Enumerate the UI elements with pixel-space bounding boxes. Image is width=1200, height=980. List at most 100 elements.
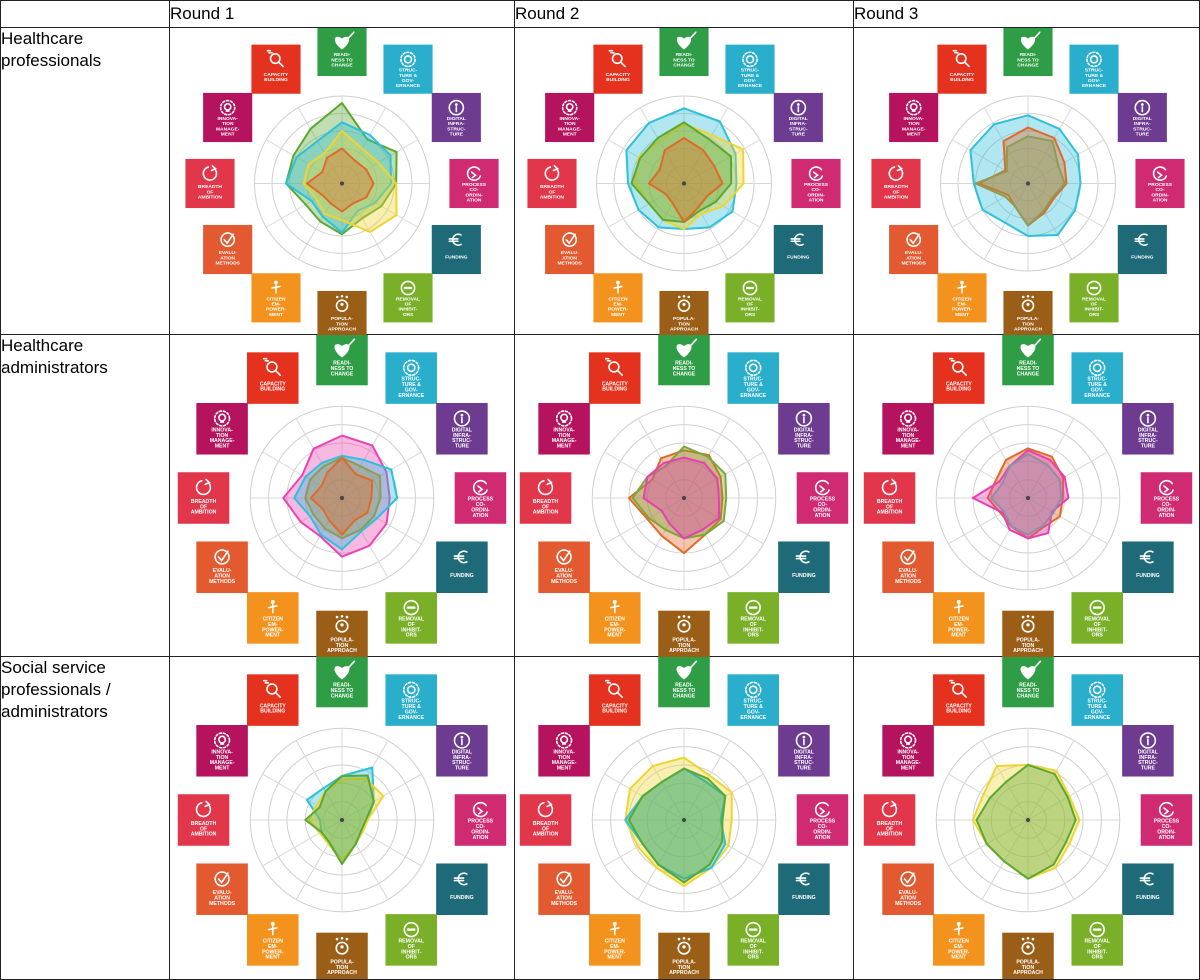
tile-label-line: GOV- (747, 387, 760, 393)
tile-label-line: GOV- (402, 78, 415, 84)
person-icon (267, 921, 278, 936)
dimension-tile: STRUC-TURE &GOV-ERNANCE (1069, 44, 1119, 94)
info-icon (453, 732, 471, 749)
tile-background (727, 674, 779, 726)
tile-label-line: TURE (455, 766, 470, 772)
row-healthcare-administrators: Healthcare administrators READI- NESS TO C… (0, 334, 1200, 657)
tile-background (1071, 352, 1123, 404)
tile-background (538, 725, 590, 777)
tile-background (659, 290, 709, 335)
tile-label-line: READI- (333, 360, 351, 366)
tile-label-line: AMBITION (540, 194, 565, 200)
tile-label-line: TURE & (741, 73, 760, 79)
tile-label-line: MENT (563, 131, 577, 137)
tile-label-line: BREADTH (877, 821, 903, 827)
series-area-3 (990, 453, 1062, 536)
tile-label-line: TURE & (399, 73, 418, 79)
tile-label-line: ATION (900, 574, 916, 580)
tile-label-line: EVALU- (219, 250, 237, 256)
bulb-icon (213, 732, 231, 749)
tile-background (659, 28, 709, 77)
check-icon (900, 871, 916, 887)
row-social-service: Social service professionals / administr… (0, 656, 1200, 980)
magnifier-icon (266, 49, 284, 68)
circle-arrow-icon (537, 478, 554, 496)
grid-spoke (295, 740, 343, 821)
tile-label-line: ORDIN- (813, 829, 832, 835)
tile-label-line: ORS (748, 955, 760, 961)
tile-label-line: INNOVA- (211, 427, 233, 433)
grid-spoke (295, 497, 343, 578)
tile-label-line: EVALU- (561, 250, 579, 256)
tile-label-line: STRUC- (1087, 377, 1107, 383)
tile-label-line: OF (408, 622, 415, 628)
tile-background (316, 610, 368, 657)
cycle-icon (1158, 479, 1174, 496)
tile-label-line: METHODS (215, 260, 240, 266)
tile-label-line: ATION (556, 574, 572, 580)
grid-spoke (607, 183, 685, 228)
tile-label-line: TION (558, 755, 571, 761)
tile-label-line: NESS TO (673, 366, 696, 372)
tile-background (1002, 335, 1054, 386)
tile-label-line: STRUC- (399, 68, 418, 74)
tile-label-line: FUNDING (1131, 255, 1153, 261)
tile-background (519, 472, 572, 524)
tile-label-line: POWER- (948, 949, 970, 955)
tile-label-line: MENT (607, 955, 623, 961)
tile-label-line: READI- (1020, 52, 1037, 58)
chart-cell: READI- NESS TO CHANGE STRUC- TURE & GOV- ERNAN… (853, 334, 1200, 657)
tile-label-line: FUNDING (445, 255, 467, 261)
tile-label-line: ORS (403, 312, 414, 318)
center-dot (1026, 818, 1030, 822)
tile-label-line: TION (216, 755, 229, 761)
tile-label-line: ERNANCE (398, 715, 424, 721)
tile-label-line: METHODS (551, 901, 577, 907)
tile-label-line: CAPACITY (602, 703, 629, 709)
minus-icon (742, 280, 758, 296)
magnifier-icon (262, 679, 281, 699)
bulb-icon (561, 99, 578, 116)
tile-label-line: ATION (1153, 197, 1168, 203)
tile-label-line: TURE & (402, 382, 422, 388)
tile-background (316, 335, 368, 386)
tile-label-line: TURE (450, 131, 464, 137)
tile-label-line: POWER- (262, 627, 284, 633)
tile-label-line: METHODS (557, 260, 582, 266)
tile-background (871, 158, 921, 209)
circle-arrow-icon (202, 165, 218, 181)
tile-label-line: APPROACH (670, 326, 698, 332)
tile-label-line: BUILDING (264, 77, 288, 83)
tile-label-line: INFRA- (448, 121, 465, 127)
grid-spoke (341, 183, 419, 228)
header-round-1: Round 1 (169, 0, 515, 28)
tile-label-line: ERNANCE (398, 393, 424, 399)
grid-spoke (983, 183, 1029, 260)
tile-label-line: MENT (269, 312, 283, 318)
tile-label-line: POWER- (262, 949, 284, 955)
tile-label-line: MANAGE- (902, 126, 926, 132)
tile-label-line: MANAGE- (552, 760, 577, 766)
tile-label-line: BUILDING (602, 709, 627, 715)
tile-label-line: DIGITAL (447, 116, 466, 122)
tile-label-line: APPROACH (1013, 970, 1043, 976)
tile-label-line: ORS (1092, 955, 1104, 961)
tile-background (317, 28, 367, 77)
tile-label-line: BUILDING (950, 77, 974, 83)
grid-spoke (683, 819, 731, 900)
tile-label-line: GOV- (1088, 78, 1101, 84)
